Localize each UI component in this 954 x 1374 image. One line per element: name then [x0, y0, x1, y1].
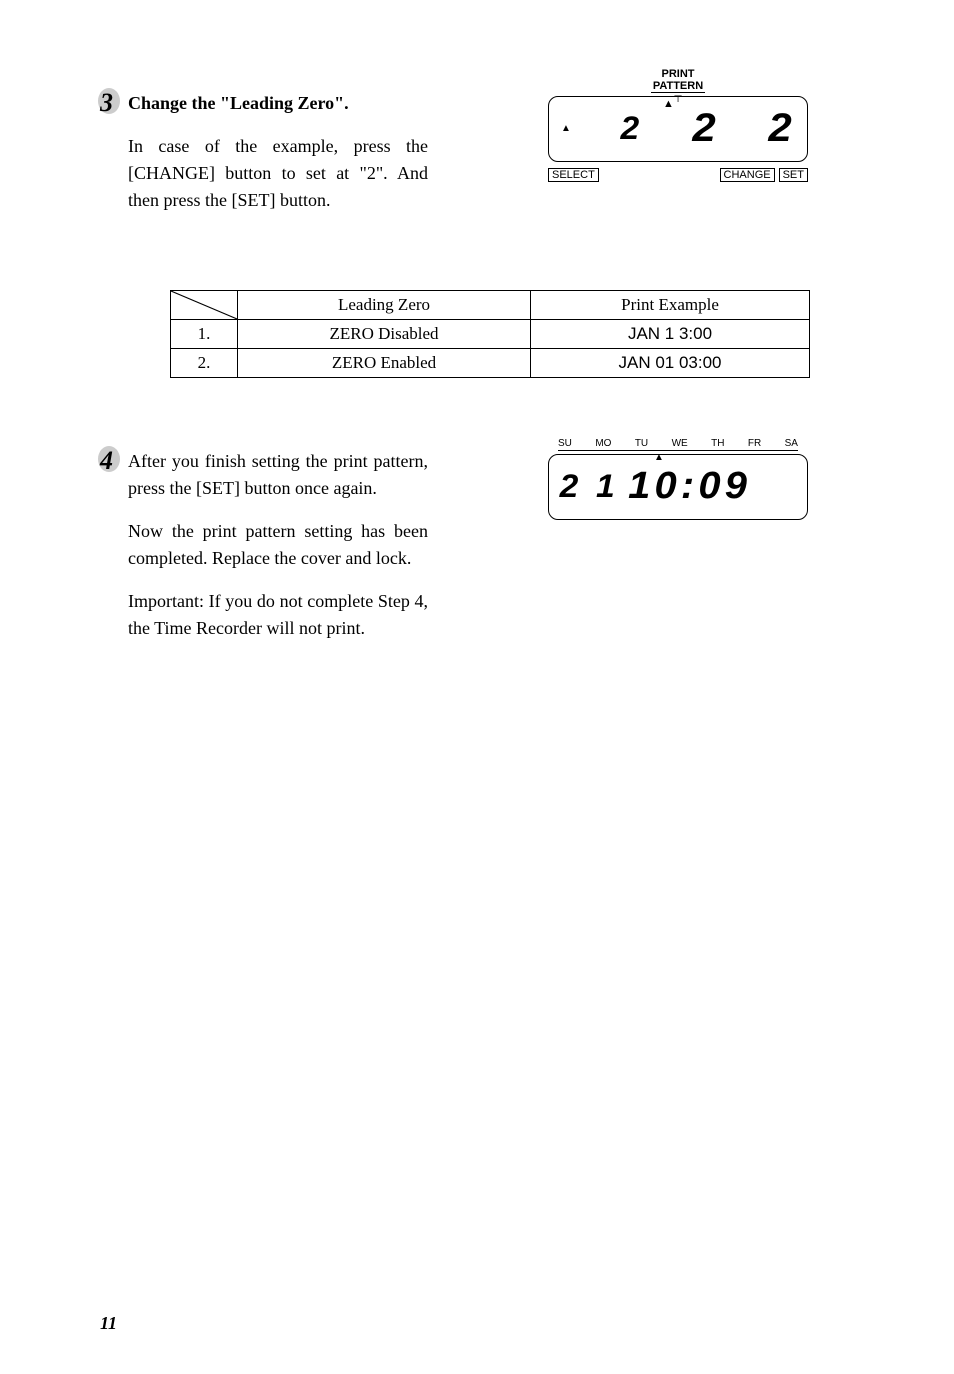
lcd-buttons: SELECT CHANGE SET — [548, 168, 808, 182]
diagonal-cell — [171, 291, 238, 320]
step-4-number: 4 — [100, 448, 128, 474]
header-leading-zero: Leading Zero — [238, 291, 531, 320]
day-th: TH — [711, 438, 724, 449]
day-fr: FR — [748, 438, 761, 449]
days-row: SU MO TU WE TH FR SA — [558, 438, 798, 451]
change-button[interactable]: CHANGE — [720, 168, 775, 182]
leading-zero-table: Leading Zero Print Example 1. ZERO Disab… — [170, 290, 810, 378]
lcd-step4: SU MO TU WE TH FR SA ▲ 2 1 10:09 — [548, 454, 808, 520]
row-zero: ZERO Disabled — [238, 320, 531, 349]
day-we: WE — [672, 438, 688, 449]
lcd-digit-0: 2 — [620, 110, 643, 147]
arrow-up-icon: ▲ — [561, 123, 571, 134]
lcd-time-value: 10:09 — [629, 465, 752, 508]
step-4: 4 After you finish setting the print pat… — [100, 448, 854, 658]
header-print-example: Print Example — [531, 291, 810, 320]
row-idx: 1. — [171, 320, 238, 349]
day-tu: TU — [635, 438, 648, 449]
step-3: 3 Change the "Leading Zero". In case of … — [100, 90, 854, 230]
table-row: 1. ZERO Disabled JAN 1 3:00 — [171, 320, 810, 349]
step-4-body: After you finish setting the print patte… — [128, 448, 428, 658]
step-3-number: 3 — [100, 90, 128, 116]
step-4-p2: Now the print pattern setting has been c… — [128, 518, 428, 572]
lcd-digit-2: 2 — [768, 106, 796, 151]
set-button[interactable]: SET — [779, 168, 808, 182]
step-3-title: Change the "Leading Zero". — [128, 90, 428, 117]
select-button[interactable]: SELECT — [548, 168, 599, 182]
lcd-header: PRINT PATTERN ┬ — [548, 68, 808, 102]
day-mo: MO — [595, 438, 611, 449]
lcd-header-line1: PRINT — [548, 68, 808, 80]
table-row: 2. ZERO Enabled JAN 01 03:00 — [171, 349, 810, 378]
lcd-frame: ▲ 2 ▲ 2 2 — [548, 96, 808, 162]
arrow-up-icon: ▲ — [654, 452, 664, 463]
day-sa: SA — [785, 438, 798, 449]
row-example: JAN 01 03:00 — [531, 349, 810, 378]
page-number: 11 — [100, 1313, 117, 1334]
row-idx: 2. — [171, 349, 238, 378]
step-4-p1: After you finish setting the print patte… — [128, 448, 428, 502]
lcd-header-tick-icon: ┬ — [548, 91, 808, 102]
step-3-body: Change the "Leading Zero". In case of th… — [128, 90, 428, 230]
lcd-step3: PRINT PATTERN ┬ ▲ 2 ▲ 2 2 SELECT CHANGE … — [548, 96, 808, 162]
lcd-digit-1: 2 — [692, 106, 720, 151]
table-row: Leading Zero Print Example — [171, 291, 810, 320]
row-zero: ZERO Enabled — [238, 349, 531, 378]
day-su: SU — [558, 438, 572, 449]
step-3-text: In case of the example, press the [CHANG… — [128, 133, 428, 214]
step-4-p3: Important: If you do not complete Step 4… — [128, 588, 428, 642]
lcd-frame-clock: 2 1 10:09 — [548, 454, 808, 520]
lcd-left-value: 2 1 — [560, 468, 619, 505]
row-example: JAN 1 3:00 — [531, 320, 810, 349]
arrow-up-icon: ▲ — [663, 98, 674, 110]
